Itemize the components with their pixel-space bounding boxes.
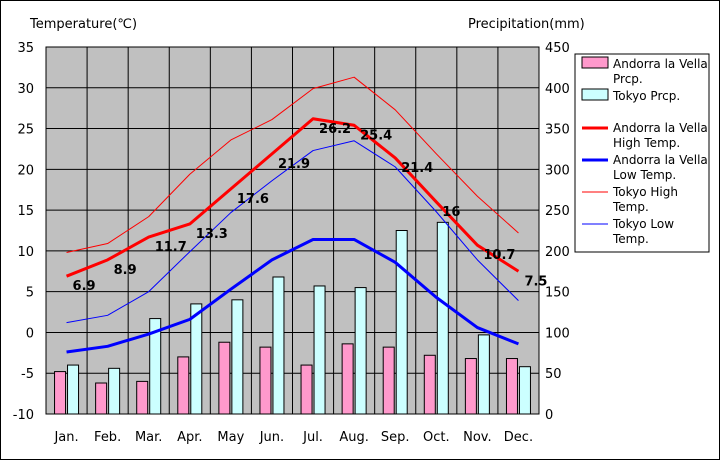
andorra-la-vella-high-temp-line xyxy=(65,117,520,278)
month-label: Aug. xyxy=(339,430,369,445)
data-label: 13.3 xyxy=(196,227,228,242)
legend-box xyxy=(574,53,710,253)
precip-bar-tokyo xyxy=(190,303,203,415)
precip-bar-andorra xyxy=(177,356,190,415)
month-axis-ticks: Jan. Feb. Mar. Apr. May Jun. Jul. Aug. Sep. Oct. N… xyxy=(53,430,533,445)
legend-label: Tokyo Prcp. xyxy=(612,89,680,103)
left-tick-label: 5 xyxy=(26,286,34,301)
left-axis-ticks: 35 30 25 20 15 10 5 0 -5 -10 xyxy=(13,41,34,423)
legend-label: Andorra la Vella xyxy=(613,57,708,71)
precip-bar-andorra xyxy=(259,346,272,415)
right-tick-label: 150 xyxy=(545,286,570,301)
month-label: May xyxy=(217,430,244,445)
data-label: 21.9 xyxy=(278,157,310,172)
legend-label: Prcp. xyxy=(613,72,643,86)
left-tick-label: 20 xyxy=(17,163,34,178)
precip-bar-tokyo xyxy=(67,364,80,415)
precip-bar-tokyo xyxy=(313,285,326,415)
legend-label: Andorra la Vella xyxy=(613,121,708,135)
month-label: Apr. xyxy=(177,430,202,445)
precip-bar-andorra xyxy=(300,364,313,415)
right-tick-label: 50 xyxy=(545,367,562,382)
data-label: 21.4 xyxy=(401,161,433,176)
precip-bar-tokyo xyxy=(231,299,244,415)
left-tick-label: 0 xyxy=(26,326,34,341)
legend-label: Low Temp. xyxy=(613,168,676,182)
month-label: Dec. xyxy=(504,430,533,445)
left-tick-label: -10 xyxy=(13,408,34,423)
tokyo-high-temp-line xyxy=(66,76,519,254)
month-label: Oct. xyxy=(423,430,450,445)
precipitation-bars xyxy=(54,221,531,415)
legend-label: Tokyo Low xyxy=(612,217,674,231)
legend-label: High Temp. xyxy=(613,136,680,150)
month-label: Feb. xyxy=(94,430,121,445)
right-axis-ticks: 450 400 350 300 250 200 150 100 50 0 xyxy=(545,41,570,423)
right-tick-label: 0 xyxy=(545,408,553,423)
precip-bar-tokyo xyxy=(108,367,121,415)
data-label: 11.7 xyxy=(155,240,187,255)
tokyo-low-temp-line xyxy=(66,140,519,324)
month-label: Jul. xyxy=(302,430,323,445)
legend-label: Temp. xyxy=(612,200,649,214)
precip-bar-andorra xyxy=(505,358,518,415)
data-labels: 6.9 8.9 11.7 13.3 17.6 21.9 26.2 25.4 21.4 16 10.7… xyxy=(73,122,548,294)
precip-bar-tokyo xyxy=(354,287,367,415)
precip-bar-andorra xyxy=(54,371,67,415)
data-label: 7.5 xyxy=(524,274,547,289)
left-axis-title: Temperature(℃) xyxy=(29,17,137,32)
precip-bar-andorra xyxy=(218,341,231,415)
data-label: 25.4 xyxy=(360,128,392,143)
left-tick-label: 25 xyxy=(17,123,34,138)
month-label: Nov. xyxy=(463,430,492,445)
legend-swatch-bar xyxy=(581,56,609,69)
right-axis-title: Precipitation(mm) xyxy=(468,17,585,32)
month-label: Mar. xyxy=(135,430,162,445)
data-label: 16 xyxy=(442,205,460,220)
precip-bar-tokyo xyxy=(395,230,408,415)
month-label: Sep. xyxy=(381,430,410,445)
left-tick-label: 10 xyxy=(17,245,34,260)
left-tick-label: 35 xyxy=(17,41,34,56)
right-tick-label: 350 xyxy=(545,123,570,138)
precip-bar-tokyo xyxy=(149,318,162,415)
legend-label: Temp. xyxy=(612,232,649,246)
right-tick-label: 450 xyxy=(545,41,570,56)
precip-bar-tokyo xyxy=(477,334,490,415)
data-label: 8.9 xyxy=(114,263,137,278)
legend-swatch-bar xyxy=(581,88,609,101)
data-label: 6.9 xyxy=(73,279,96,294)
data-label: 10.7 xyxy=(483,248,515,263)
precip-bar-tokyo xyxy=(272,276,285,415)
left-tick-label: -5 xyxy=(21,367,34,382)
precip-bar-andorra xyxy=(423,354,436,415)
data-label: 26.2 xyxy=(319,122,351,137)
andorra-la-vella-low-temp-line xyxy=(66,237,520,354)
data-label: 17.6 xyxy=(237,192,269,207)
right-tick-label: 250 xyxy=(545,204,570,219)
left-tick-label: 30 xyxy=(17,82,34,97)
precip-bar-andorra xyxy=(95,382,108,415)
gridlines xyxy=(46,47,539,414)
legend-label: Tokyo High xyxy=(612,185,678,199)
right-tick-label: 200 xyxy=(545,245,570,260)
precip-bar-andorra xyxy=(464,358,477,415)
month-label: Jun. xyxy=(259,430,284,445)
right-tick-label: 300 xyxy=(545,163,570,178)
precip-bar-andorra xyxy=(341,343,354,415)
temperature-lines xyxy=(65,76,520,354)
precip-bar-andorra xyxy=(136,380,149,415)
precip-bar-tokyo xyxy=(518,366,531,415)
left-tick-label: 15 xyxy=(17,204,34,219)
legend-label: Andorra la Vella xyxy=(613,153,708,167)
month-label: Jan. xyxy=(53,430,78,445)
right-tick-label: 100 xyxy=(545,326,570,341)
precip-bar-tokyo xyxy=(436,221,449,415)
right-tick-label: 400 xyxy=(545,82,570,97)
precip-bar-andorra xyxy=(382,346,395,415)
